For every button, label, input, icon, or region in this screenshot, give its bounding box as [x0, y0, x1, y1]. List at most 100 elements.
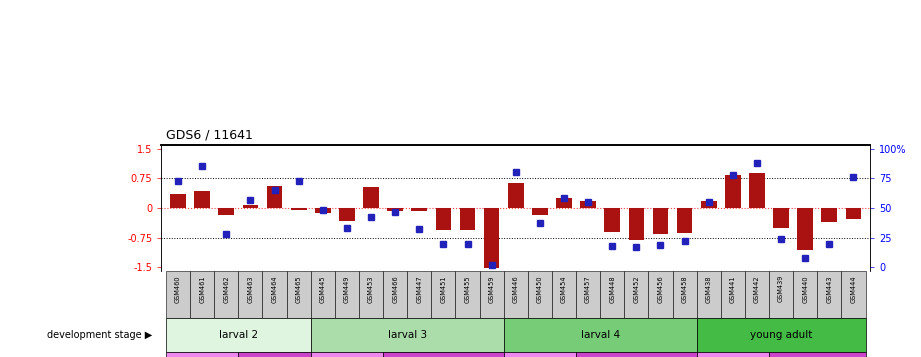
Bar — [339, 208, 355, 221]
Bar — [215, 271, 239, 318]
Bar — [431, 271, 456, 318]
Text: GSM440: GSM440 — [802, 275, 809, 303]
Bar — [672, 271, 696, 318]
Bar — [507, 183, 524, 208]
Text: GSM438: GSM438 — [705, 275, 712, 302]
Bar — [842, 271, 866, 318]
Bar — [696, 318, 866, 352]
Text: GSM442: GSM442 — [754, 275, 760, 303]
Text: GSM458: GSM458 — [682, 275, 688, 303]
Text: development stage ▶: development stage ▶ — [47, 330, 152, 340]
Text: GSM456: GSM456 — [658, 275, 663, 303]
Bar — [725, 176, 740, 208]
Bar — [166, 352, 239, 357]
Bar — [576, 271, 600, 318]
Bar — [335, 271, 359, 318]
Bar — [242, 205, 258, 208]
Text: GSM466: GSM466 — [392, 275, 398, 303]
Bar — [310, 352, 383, 357]
Bar — [556, 198, 572, 208]
Bar — [798, 208, 813, 250]
Bar — [504, 318, 696, 352]
Bar — [749, 173, 764, 208]
Bar — [436, 208, 451, 230]
Text: GSM444: GSM444 — [850, 275, 857, 303]
Bar — [648, 271, 672, 318]
Bar — [166, 271, 190, 318]
Text: young adult: young adult — [750, 330, 812, 340]
Bar — [286, 271, 310, 318]
Text: GSM463: GSM463 — [248, 275, 253, 302]
Bar — [817, 271, 842, 318]
Bar — [552, 271, 576, 318]
Text: GSM447: GSM447 — [416, 275, 422, 303]
Bar — [701, 201, 717, 208]
Text: GSM457: GSM457 — [585, 275, 591, 303]
Text: GSM460: GSM460 — [175, 275, 181, 303]
Text: GSM462: GSM462 — [223, 275, 229, 303]
Bar — [677, 208, 693, 232]
Text: GSM441: GSM441 — [729, 275, 736, 302]
Bar — [721, 271, 745, 318]
Bar — [239, 271, 262, 318]
Bar — [696, 271, 721, 318]
Bar — [653, 208, 669, 234]
Bar — [267, 186, 283, 208]
Text: GSM455: GSM455 — [464, 275, 471, 303]
Bar — [291, 208, 307, 210]
Bar — [604, 208, 620, 232]
Text: GSM453: GSM453 — [368, 275, 374, 302]
Bar — [456, 271, 480, 318]
Bar — [793, 271, 817, 318]
Bar — [363, 187, 379, 208]
Bar — [383, 271, 407, 318]
Bar — [628, 208, 644, 240]
Text: GSM445: GSM445 — [320, 275, 326, 303]
Bar — [528, 271, 552, 318]
Text: larval 2: larval 2 — [219, 330, 258, 340]
Bar — [407, 271, 431, 318]
Bar — [745, 271, 769, 318]
Text: GSM448: GSM448 — [610, 275, 615, 303]
Bar — [696, 352, 769, 357]
Text: GSM459: GSM459 — [489, 275, 495, 302]
Bar — [580, 201, 596, 208]
Bar — [310, 318, 504, 352]
Text: GSM449: GSM449 — [344, 275, 350, 302]
Bar — [262, 271, 286, 318]
Bar — [845, 208, 861, 219]
Bar — [170, 194, 186, 208]
Bar — [315, 208, 331, 213]
Bar — [504, 271, 528, 318]
Bar — [359, 271, 383, 318]
Text: GSM451: GSM451 — [440, 275, 447, 302]
Text: GSM464: GSM464 — [272, 275, 277, 303]
Bar — [460, 208, 475, 230]
Bar — [532, 208, 548, 215]
Text: GSM454: GSM454 — [561, 275, 567, 303]
Bar — [383, 352, 504, 357]
Text: larval 3: larval 3 — [388, 330, 426, 340]
Bar — [576, 352, 696, 357]
Bar — [822, 208, 837, 222]
Bar — [194, 191, 210, 208]
Bar — [166, 318, 310, 352]
Bar — [600, 271, 624, 318]
Bar — [218, 208, 234, 215]
Text: GSM439: GSM439 — [778, 275, 784, 302]
Bar — [774, 208, 789, 228]
Text: larval 4: larval 4 — [580, 330, 620, 340]
Bar — [769, 352, 866, 357]
Bar — [480, 271, 504, 318]
Text: GSM452: GSM452 — [634, 275, 639, 303]
Bar — [310, 271, 335, 318]
Text: GSM465: GSM465 — [296, 275, 302, 303]
Bar — [624, 271, 648, 318]
Text: GDS6 / 11641: GDS6 / 11641 — [166, 128, 252, 141]
Text: GSM450: GSM450 — [537, 275, 542, 303]
Bar — [412, 208, 427, 211]
Text: GSM461: GSM461 — [199, 275, 205, 302]
Bar — [388, 208, 403, 211]
Bar — [504, 352, 576, 357]
Bar — [190, 271, 215, 318]
